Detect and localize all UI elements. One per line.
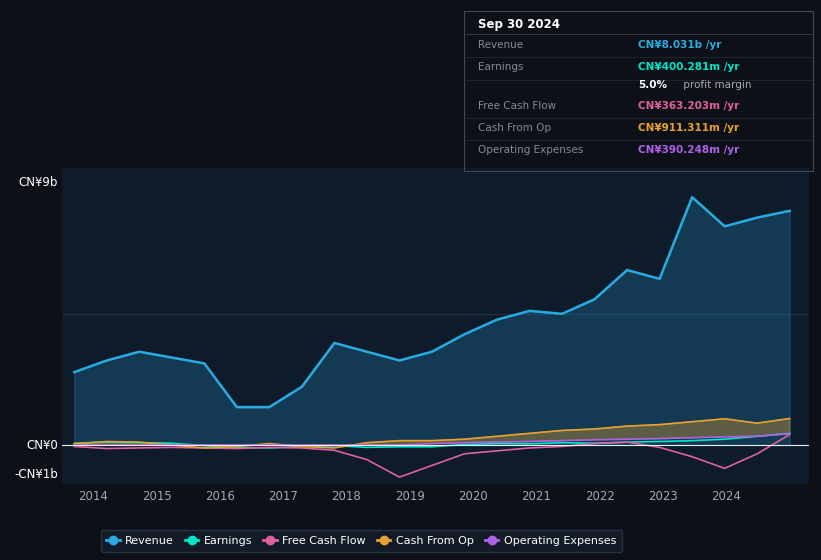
Text: profit margin: profit margin: [680, 80, 752, 90]
Text: Earnings: Earnings: [478, 62, 523, 72]
Text: 5.0%: 5.0%: [639, 80, 667, 90]
Text: CN¥400.281m /yr: CN¥400.281m /yr: [639, 62, 740, 72]
Text: Cash From Op: Cash From Op: [478, 123, 551, 133]
Text: Sep 30 2024: Sep 30 2024: [478, 17, 560, 31]
Text: Revenue: Revenue: [478, 40, 523, 50]
Text: CN¥0: CN¥0: [26, 438, 57, 451]
Text: CN¥8.031b /yr: CN¥8.031b /yr: [639, 40, 722, 50]
Legend: Revenue, Earnings, Free Cash Flow, Cash From Op, Operating Expenses: Revenue, Earnings, Free Cash Flow, Cash …: [101, 530, 621, 552]
Text: CN¥390.248m /yr: CN¥390.248m /yr: [639, 145, 740, 155]
Text: CN¥911.311m /yr: CN¥911.311m /yr: [639, 123, 740, 133]
Text: -CN¥1b: -CN¥1b: [14, 468, 57, 480]
Text: CN¥363.203m /yr: CN¥363.203m /yr: [639, 101, 740, 110]
Text: Free Cash Flow: Free Cash Flow: [478, 101, 556, 110]
Text: Operating Expenses: Operating Expenses: [478, 145, 583, 155]
Text: CN¥9b: CN¥9b: [18, 176, 57, 189]
